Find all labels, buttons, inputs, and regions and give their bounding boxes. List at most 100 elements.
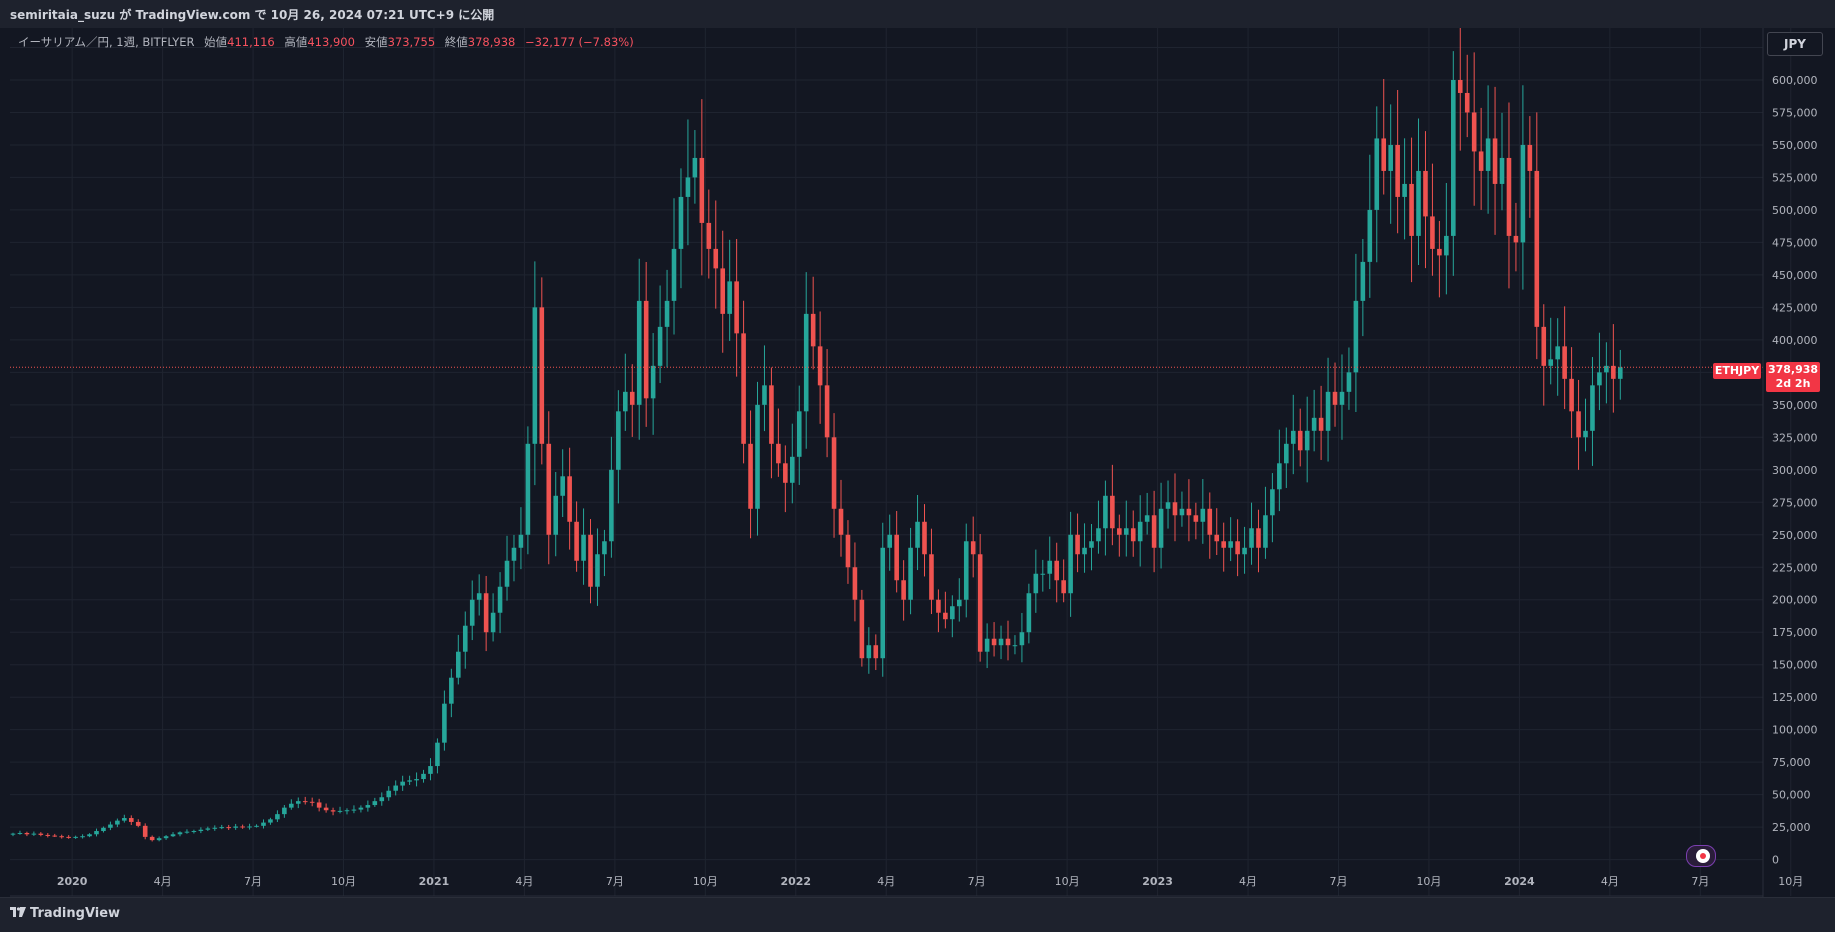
x-tick-label: 10月 [1778, 875, 1803, 888]
candle-body [142, 825, 148, 837]
candle-body [1457, 79, 1463, 93]
candle-body [309, 801, 315, 803]
candle-body [1130, 528, 1136, 542]
candle-body [1325, 391, 1331, 431]
candle-body [205, 828, 211, 830]
candle-body [908, 547, 913, 600]
tradingview-icon [10, 907, 26, 917]
candle-body [1117, 528, 1122, 535]
candle-body [998, 638, 1004, 646]
candle-body [887, 534, 893, 548]
candle-body [295, 801, 301, 804]
candle-body [198, 829, 204, 832]
candle-body [87, 834, 92, 837]
candle-body [1478, 151, 1484, 171]
candle-body [302, 801, 308, 803]
candle-body [1193, 515, 1199, 522]
candle-body [435, 742, 440, 767]
candle-body [1165, 502, 1171, 509]
candle-body [1451, 79, 1456, 236]
candle-body [59, 836, 65, 838]
candle-body [977, 554, 983, 652]
candle-body [796, 411, 802, 457]
candle-body [1430, 216, 1435, 249]
tradingview-logo[interactable]: TradingView [10, 906, 120, 921]
candle-body [936, 599, 941, 613]
candle-body [442, 703, 447, 743]
y-tick-label: 325,000 [1772, 431, 1818, 444]
record-icon [1696, 849, 1710, 863]
candle-body [358, 807, 364, 810]
candle-body [282, 807, 287, 815]
candle-body [1249, 528, 1254, 548]
candle-body [1242, 547, 1247, 555]
candlestick-chart[interactable]: 0 25,000 50,000 75,000 100,000 125,000 150,000… [0, 28, 1835, 897]
candle-body [135, 821, 141, 826]
x-tick-label: 2022 [780, 875, 811, 888]
footer-bar: TradingView [0, 897, 1835, 932]
candle-body [838, 508, 844, 535]
candle-body [950, 606, 955, 620]
x-tick-label: 7月 [606, 875, 624, 888]
candle-body [810, 313, 816, 347]
record-button[interactable] [1686, 845, 1716, 867]
candle-body [45, 834, 51, 836]
candle-body [963, 541, 969, 600]
y-tick-label: 475,000 [1772, 236, 1818, 249]
y-tick-label: 600,000 [1772, 74, 1818, 87]
candle-body [1409, 183, 1414, 236]
candle-body [226, 827, 231, 829]
candle-body [1110, 495, 1115, 529]
currency-button[interactable]: JPY [1767, 32, 1823, 56]
legend-change: −32,177 (−7.83%) [525, 35, 634, 49]
candle-body [929, 554, 934, 600]
candle-body [108, 824, 113, 828]
y-tick-label: 450,000 [1772, 269, 1818, 282]
candle-body [623, 391, 628, 412]
candle-body [755, 404, 760, 509]
candle-body [901, 580, 906, 600]
candle-body [1019, 632, 1025, 646]
candle-body [1235, 541, 1240, 555]
candle-body [240, 826, 245, 828]
candle-body [824, 385, 830, 438]
candle-body [1555, 346, 1560, 360]
candle-body [400, 781, 405, 786]
candle-body [671, 248, 677, 301]
time-axis[interactable]: 2020 4月 7月 10月 2021 4月 7月 10月 2022 4月 7月 10月 2023 4月 7… [57, 875, 1803, 888]
candle-body [393, 785, 398, 791]
candle-body [177, 832, 183, 835]
bar-countdown: 2d 2h [1775, 377, 1811, 390]
candle-body [66, 836, 71, 838]
candle-body [629, 391, 635, 405]
candle-body [560, 476, 565, 496]
candle-body [581, 534, 586, 561]
x-tick-label: 2020 [57, 875, 88, 888]
candle-body [1033, 573, 1039, 594]
y-tick-label: 525,000 [1772, 171, 1818, 184]
legend-high: 413,900 [307, 35, 355, 49]
candle-body [1499, 157, 1505, 184]
candle-body [922, 521, 927, 555]
candle-body [1360, 261, 1366, 301]
chart-background [0, 28, 1835, 897]
y-tick-label: 250,000 [1772, 529, 1818, 542]
candle-body [1527, 144, 1533, 171]
candle-body [483, 593, 489, 633]
candle-body [817, 346, 823, 386]
candle-body [1061, 580, 1066, 594]
candle-body [1437, 248, 1442, 256]
x-tick-label: 4月 [515, 875, 533, 888]
candle-body [657, 326, 663, 366]
candle-body [1562, 346, 1567, 379]
legend-low: 373,755 [387, 35, 436, 49]
candle-body [1263, 515, 1268, 548]
x-tick-label: 10月 [1416, 875, 1441, 888]
candle-body [504, 560, 510, 587]
candle-body [1395, 144, 1400, 197]
legend-high-label: 高値 [284, 35, 308, 49]
candle-body [268, 819, 273, 823]
candle-body [128, 818, 134, 822]
candle-body [727, 281, 732, 314]
candle-body [1611, 365, 1616, 379]
